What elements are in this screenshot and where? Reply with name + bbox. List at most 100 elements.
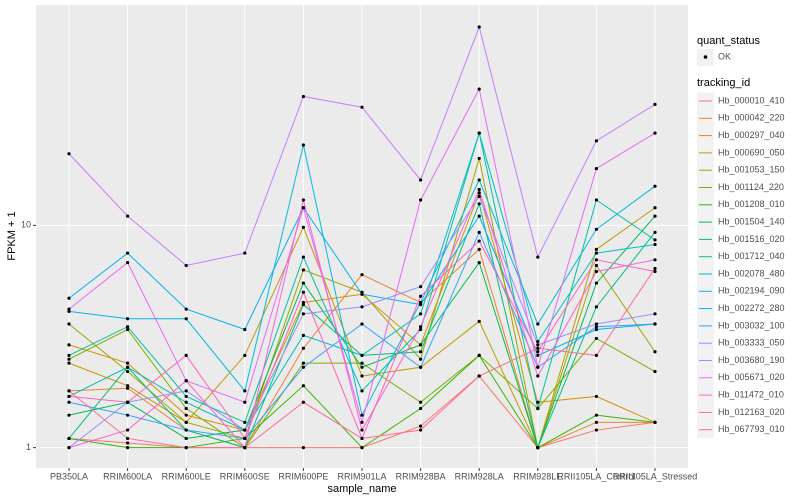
point	[301, 312, 305, 316]
point	[243, 446, 247, 450]
point	[126, 369, 130, 374]
point	[477, 131, 481, 135]
point	[594, 420, 599, 424]
point	[594, 263, 599, 268]
legend-label: Hb_001053_150	[718, 165, 785, 175]
legend-label: Hb_001712_040	[718, 251, 785, 261]
point	[243, 327, 247, 332]
point	[594, 198, 599, 202]
y-axis-title: FPKM + 1	[6, 211, 18, 260]
legend-label: Hb_003032_100	[718, 320, 785, 330]
point	[594, 258, 599, 262]
point	[419, 343, 423, 347]
x-tick-label: RRIM928BA	[396, 471, 446, 481]
point	[419, 325, 423, 329]
point	[67, 436, 71, 441]
point	[67, 446, 71, 450]
point	[126, 441, 130, 445]
point	[536, 365, 540, 369]
x-tick-label: RRIM600LE	[162, 471, 211, 481]
point	[477, 353, 481, 358]
point	[360, 374, 364, 378]
point	[477, 191, 481, 195]
legend-label: Hb_001504_140	[718, 216, 785, 226]
point	[360, 305, 364, 309]
point	[477, 87, 481, 91]
point	[536, 446, 540, 450]
point	[243, 389, 247, 393]
point	[419, 312, 423, 316]
x-tick-label: PB350LA	[50, 471, 88, 481]
point	[477, 247, 481, 251]
point	[126, 327, 130, 332]
x-tick-label: RRIM901LA	[337, 471, 386, 481]
point	[536, 353, 540, 358]
point	[301, 384, 305, 388]
point	[477, 214, 481, 218]
point	[419, 294, 423, 298]
point	[126, 400, 130, 404]
legend-label: Hb_001124_220	[718, 182, 784, 192]
point	[536, 406, 540, 411]
point	[419, 357, 423, 361]
point	[419, 198, 423, 202]
point	[594, 281, 599, 285]
point	[360, 365, 364, 369]
point	[67, 353, 71, 358]
point	[126, 260, 130, 265]
point	[301, 400, 305, 404]
point	[360, 292, 364, 296]
point	[243, 436, 247, 441]
point	[477, 25, 481, 29]
point	[301, 333, 305, 337]
point	[67, 389, 71, 393]
point	[419, 428, 423, 432]
point	[301, 255, 305, 259]
legend-label: Hb_000297_040	[718, 130, 785, 140]
point	[301, 94, 305, 99]
point	[419, 365, 423, 369]
point	[594, 353, 599, 358]
point	[653, 238, 657, 242]
legend-label: Hb_003333_050	[718, 338, 785, 348]
point	[360, 413, 364, 417]
point	[536, 400, 540, 404]
point	[184, 413, 188, 417]
point	[536, 339, 540, 344]
point	[653, 269, 657, 274]
point	[536, 343, 540, 347]
point	[67, 413, 71, 417]
point	[477, 374, 481, 378]
point	[126, 325, 130, 329]
point	[360, 105, 364, 109]
legend-point	[703, 55, 708, 59]
point	[419, 400, 423, 404]
point	[653, 214, 657, 218]
legend-label: Hb_000010_410	[718, 95, 785, 105]
point	[184, 307, 188, 311]
point	[126, 214, 130, 218]
point	[126, 386, 130, 390]
point	[360, 353, 364, 358]
point	[477, 156, 481, 161]
point	[360, 322, 364, 326]
point	[594, 167, 599, 171]
point	[360, 361, 364, 365]
point	[594, 413, 599, 417]
point	[419, 424, 423, 428]
legend-label: Hb_002272_280	[718, 303, 785, 313]
point	[653, 206, 657, 210]
point	[360, 428, 364, 432]
point	[184, 394, 188, 399]
x-tick-label: RRIM928LE	[513, 471, 562, 481]
legend-label: Hb_001208_010	[718, 199, 785, 209]
y-tick-label: 1	[26, 442, 31, 452]
point	[67, 400, 71, 404]
x-tick-label: RRII105LA_Stressed	[613, 471, 698, 481]
point	[653, 266, 657, 271]
point	[67, 343, 71, 347]
point	[243, 353, 247, 358]
point	[419, 285, 423, 289]
point	[594, 428, 599, 432]
x-tick-label: RRIM600SE	[220, 471, 270, 481]
